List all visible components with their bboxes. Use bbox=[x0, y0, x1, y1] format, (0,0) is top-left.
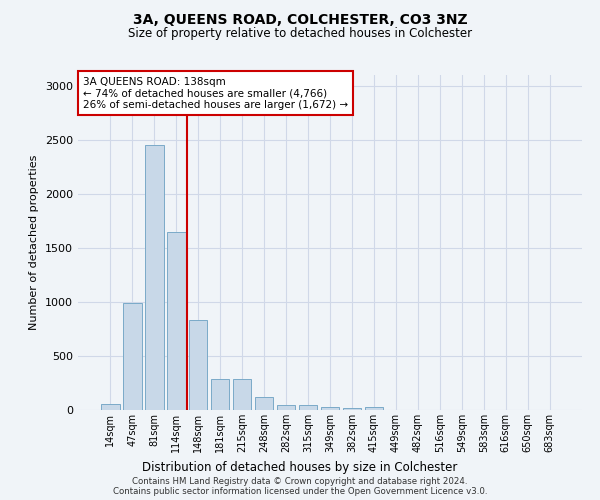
Bar bbox=[255, 397, 274, 410]
Y-axis label: Number of detached properties: Number of detached properties bbox=[29, 155, 40, 330]
Bar bbox=[167, 232, 185, 410]
Text: Contains HM Land Registry data © Crown copyright and database right 2024.: Contains HM Land Registry data © Crown c… bbox=[132, 477, 468, 486]
Bar bbox=[211, 379, 229, 410]
Bar bbox=[320, 407, 340, 410]
Bar bbox=[299, 405, 317, 410]
Bar bbox=[233, 379, 251, 410]
Text: Distribution of detached houses by size in Colchester: Distribution of detached houses by size … bbox=[142, 461, 458, 474]
Bar bbox=[189, 320, 208, 410]
Text: Size of property relative to detached houses in Colchester: Size of property relative to detached ho… bbox=[128, 28, 472, 40]
Bar bbox=[365, 407, 383, 410]
Text: 3A, QUEENS ROAD, COLCHESTER, CO3 3NZ: 3A, QUEENS ROAD, COLCHESTER, CO3 3NZ bbox=[133, 12, 467, 26]
Bar bbox=[123, 303, 142, 410]
Bar bbox=[145, 145, 164, 410]
Bar bbox=[101, 404, 119, 410]
Bar bbox=[277, 404, 295, 410]
Bar bbox=[343, 408, 361, 410]
Text: 3A QUEENS ROAD: 138sqm
← 74% of detached houses are smaller (4,766)
26% of semi-: 3A QUEENS ROAD: 138sqm ← 74% of detached… bbox=[83, 76, 348, 110]
Text: Contains public sector information licensed under the Open Government Licence v3: Contains public sector information licen… bbox=[113, 487, 487, 496]
